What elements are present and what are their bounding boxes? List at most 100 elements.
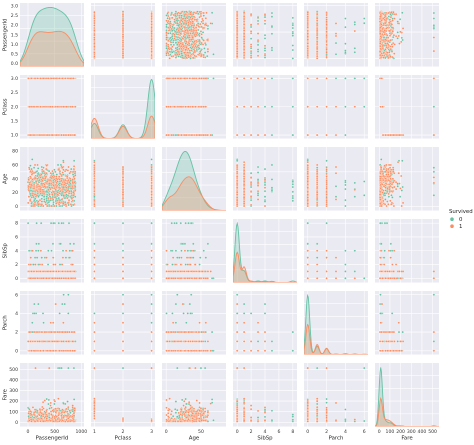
scatter-point: [194, 26, 198, 29]
scatter-point: [390, 43, 394, 46]
scatter-point: [384, 24, 388, 27]
scatter-point: [249, 45, 253, 48]
kde-curve-survived-1: [20, 30, 84, 67]
scatter-point: [363, 17, 366, 20]
scatter-point: [391, 45, 394, 48]
scatter-point: [200, 33, 203, 36]
scatter-point: [291, 32, 295, 35]
scatter-point: [306, 38, 309, 41]
scatter-point: [263, 34, 267, 37]
scatter-point: [387, 36, 390, 39]
scatter-point: [178, 27, 182, 31]
scatter-point: [235, 29, 239, 33]
scatter-point: [388, 34, 392, 37]
scatter-point: [381, 38, 385, 42]
scatter-point: [384, 11, 388, 15]
scatter-point: [235, 47, 239, 51]
scatter-point: [389, 55, 392, 58]
scatter-point: [199, 12, 203, 16]
scatter-point: [212, 53, 215, 56]
scatter-point: [242, 53, 246, 57]
scatter-point: [249, 37, 253, 40]
scatter-point: [179, 32, 182, 35]
scatter-point: [316, 36, 319, 39]
scatter-point: [193, 40, 196, 43]
scatter-point: [316, 13, 319, 16]
scatter-point: [263, 37, 267, 40]
scatter-point: [363, 22, 366, 25]
scatter-point: [185, 10, 188, 13]
scatter-point: [316, 23, 319, 27]
scatter-point: [306, 15, 309, 18]
scatter-point: [353, 47, 356, 50]
scatter-point: [150, 45, 153, 48]
scatter-point: [325, 55, 328, 59]
scatter-point: [180, 54, 184, 57]
scatter-point: [121, 13, 125, 16]
scatter-point: [173, 18, 176, 21]
scatter-point: [389, 32, 393, 36]
scatter-point: [384, 21, 387, 25]
scatter-point: [394, 13, 398, 16]
scatter-point: [200, 41, 203, 45]
kde-curve-survived-0: [20, 7, 84, 67]
scatter-point: [263, 44, 267, 47]
scatter-point: [256, 43, 260, 47]
scatter-point: [380, 23, 383, 26]
scatter-point: [270, 49, 274, 52]
scatter-point: [201, 17, 204, 21]
scatter-point: [195, 23, 198, 27]
scatter-point: [388, 29, 391, 33]
scatter-point: [263, 22, 267, 25]
scatter-point: [401, 38, 404, 42]
scatter-point: [165, 23, 168, 26]
scatter-point: [385, 45, 388, 49]
scatter-point: [270, 32, 274, 35]
scatter-point: [203, 51, 207, 54]
scatter-point: [202, 11, 205, 15]
scatter-point: [178, 12, 182, 15]
scatter-point: [150, 15, 153, 18]
scatter-point: [379, 15, 382, 18]
scatter-point: [121, 52, 125, 55]
scatter-point: [291, 16, 295, 20]
scatter-point: [182, 35, 185, 38]
scatter-point: [432, 36, 436, 39]
scatter-point: [242, 23, 246, 26]
scatter-point: [242, 51, 246, 54]
panel-marks: [93, 10, 153, 60]
scatter-point: [203, 41, 207, 45]
scatter-point: [165, 31, 168, 34]
scatter-point: [382, 51, 386, 54]
scatter-point: [383, 33, 386, 36]
scatter-point: [385, 27, 388, 30]
scatter-point: [390, 50, 394, 53]
scatter-point: [202, 14, 205, 17]
scatter-point: [256, 16, 260, 19]
scatter-point: [150, 17, 153, 21]
scatter-point: [380, 19, 383, 22]
scatter-point: [270, 15, 274, 18]
scatter-point: [176, 48, 179, 51]
scatter-point: [316, 57, 319, 60]
scatter-point: [400, 40, 403, 44]
scatter-point: [249, 54, 253, 57]
scatter-point: [196, 44, 200, 47]
scatter-point: [306, 42, 309, 45]
scatter-point: [183, 19, 187, 22]
scatter-point: [167, 47, 170, 50]
scatter-point: [291, 34, 295, 37]
panel-marks: [165, 10, 215, 60]
scatter-point: [150, 23, 153, 26]
scatter-point: [325, 20, 328, 23]
scatter-point: [306, 45, 309, 48]
scatter-point: [387, 11, 390, 15]
scatter-point: [379, 45, 382, 48]
scatter-point: [190, 29, 194, 33]
scatter-point: [167, 39, 170, 43]
scatter-point: [191, 36, 194, 39]
scatter-point: [325, 30, 328, 33]
scatter-point: [201, 31, 205, 34]
scatter-point: [180, 56, 184, 59]
